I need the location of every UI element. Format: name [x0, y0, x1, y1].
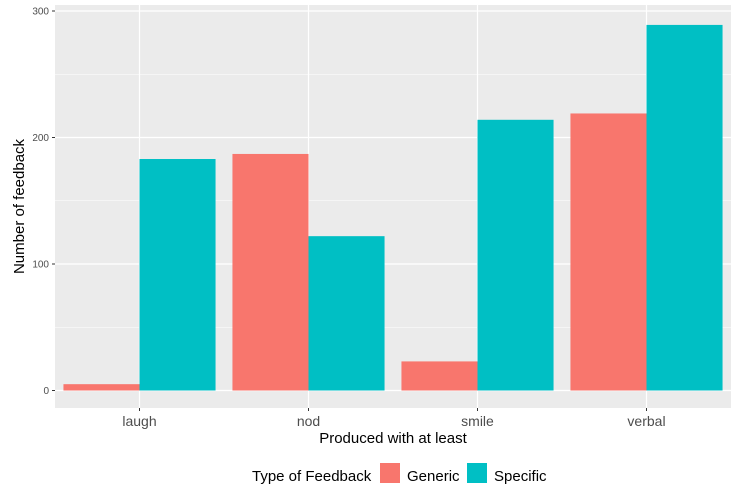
bar-specific-smile	[477, 119, 554, 391]
x-axis-ticks: laugh nod smile verbal	[122, 408, 666, 429]
x-tick-label-smile: smile	[461, 413, 494, 429]
bar-generic-nod	[232, 153, 309, 391]
y-tick-label: 0	[43, 386, 49, 397]
x-axis-title: Produced with at least	[319, 430, 467, 447]
y-tick-label: 100	[32, 260, 49, 271]
bar-generic-smile	[401, 361, 478, 391]
legend-label-generic: Generic	[407, 468, 460, 485]
y-axis-title: Number of feedback	[11, 138, 28, 274]
legend-key-specific	[467, 463, 487, 483]
bars	[63, 24, 723, 391]
bar-specific-verbal	[646, 24, 723, 391]
bar-generic-verbal	[570, 113, 647, 391]
legend-title: Type of Feedback	[252, 468, 372, 485]
y-tick-label: 200	[32, 133, 49, 144]
y-axis-ticks: 0 100 200 300	[32, 7, 55, 397]
bar-specific-laugh	[139, 159, 216, 391]
x-tick-label-laugh: laugh	[122, 413, 156, 429]
x-tick-label-nod: nod	[297, 413, 320, 429]
legend-label-specific: Specific	[494, 468, 547, 485]
x-tick-label-verbal: verbal	[627, 413, 665, 429]
bar-specific-nod	[308, 236, 385, 391]
y-tick-label: 300	[32, 7, 49, 18]
legend-key-generic	[380, 463, 400, 483]
legend: Type of Feedback Generic Specific	[252, 463, 547, 485]
bar-generic-laugh	[63, 384, 140, 391]
